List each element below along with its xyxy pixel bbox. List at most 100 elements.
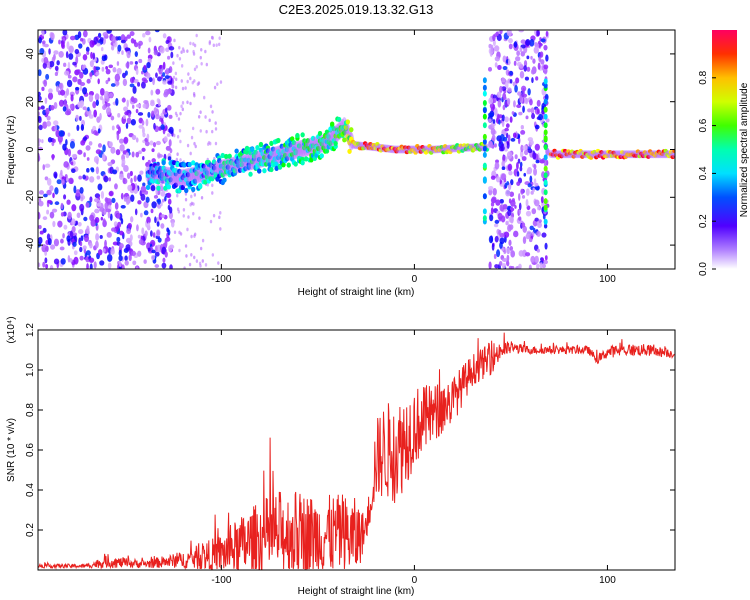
- noise-point: [99, 37, 104, 42]
- noise-point: [116, 67, 122, 75]
- noise-point: [94, 93, 100, 101]
- noise-point: [123, 164, 129, 172]
- ridge-point: [284, 156, 290, 162]
- ridge-point: [418, 149, 423, 154]
- ridge-point: [331, 126, 337, 132]
- ridge-point: [310, 143, 316, 149]
- noise-point: [79, 37, 84, 42]
- noise-point: [65, 51, 69, 59]
- noise-point: [531, 113, 535, 120]
- noise-point: [110, 146, 116, 154]
- noise-point: [71, 218, 76, 226]
- noise-point: [94, 208, 99, 214]
- noise-point: [89, 196, 93, 203]
- noise-point: [152, 232, 156, 238]
- noise-point: [62, 143, 67, 151]
- ridge-point: [189, 168, 194, 174]
- noise-point: [46, 115, 51, 121]
- noise-point: [143, 210, 149, 216]
- noise-point: [70, 161, 74, 166]
- noise-point: [79, 85, 83, 91]
- ridge-point: [597, 153, 602, 158]
- noise-point: [123, 136, 129, 144]
- noise-point: [102, 218, 106, 225]
- noise-point: [502, 92, 507, 101]
- noise-point: [96, 42, 101, 47]
- noise-point: [517, 158, 521, 164]
- edge-point: [543, 122, 548, 129]
- noise-point: [528, 264, 532, 269]
- noise-point: [524, 76, 530, 81]
- ridge-point: [220, 172, 225, 178]
- noise-point: [157, 204, 162, 209]
- noise-point: [167, 156, 172, 161]
- noise-point: [53, 101, 58, 110]
- noise-point: [522, 105, 525, 113]
- noise-point: [121, 97, 126, 103]
- noise-point: [204, 263, 208, 267]
- noise-point: [42, 216, 48, 221]
- noise-point: [63, 70, 70, 76]
- noise-point: [190, 135, 194, 140]
- ridge-point: [272, 156, 278, 162]
- noise-point: [151, 148, 155, 153]
- ridge-point: [317, 130, 323, 137]
- ridge-point: [276, 137, 281, 144]
- noise-point: [48, 88, 53, 94]
- noise-point: [492, 97, 497, 104]
- noise-point: [76, 212, 81, 219]
- noise-point: [534, 143, 540, 151]
- noise-point: [44, 176, 49, 181]
- noise-point: [38, 211, 41, 220]
- noise-point: [501, 77, 506, 83]
- noise-point: [80, 235, 84, 242]
- noise-point: [125, 152, 130, 159]
- noise-point: [509, 70, 513, 76]
- noise-point: [131, 104, 135, 109]
- noise-point: [175, 77, 178, 82]
- edge-point: [543, 98, 548, 105]
- noise-point: [146, 216, 151, 224]
- noise-point: [67, 148, 72, 157]
- noise-point: [179, 232, 183, 236]
- noise-point: [66, 41, 70, 50]
- noise-point: [46, 209, 50, 215]
- noise-point: [150, 89, 154, 96]
- noise-point: [497, 64, 502, 71]
- edge-point: [543, 165, 548, 172]
- noise-point: [130, 194, 135, 202]
- noise-point: [199, 110, 202, 115]
- noise-point: [58, 99, 65, 107]
- noise-point: [209, 104, 213, 109]
- ridge-point: [184, 187, 189, 194]
- noise-point: [526, 55, 530, 60]
- noise-point: [173, 133, 176, 138]
- noise-point: [42, 40, 46, 45]
- ridge-point: [156, 185, 161, 191]
- noise-point: [93, 109, 98, 118]
- ridge-point: [310, 135, 316, 141]
- noise-point: [211, 36, 214, 40]
- noise-point: [128, 113, 131, 118]
- noise-point: [218, 36, 221, 40]
- ridge-point: [347, 148, 352, 154]
- noise-point: [38, 142, 41, 147]
- noise-point: [86, 157, 90, 161]
- ridge-point: [192, 178, 198, 184]
- ridge-point: [166, 184, 172, 190]
- noise-point: [38, 196, 42, 203]
- noise-point: [118, 138, 124, 144]
- noise-point: [491, 196, 497, 203]
- colorbar-tick-label: 0.6: [698, 118, 709, 132]
- ridge-point: [274, 161, 279, 167]
- noise-point: [192, 49, 195, 54]
- noise-point: [150, 230, 153, 237]
- noise-point: [165, 107, 168, 113]
- noise-point: [110, 115, 115, 121]
- noise-point: [176, 152, 179, 157]
- ridge-point: [288, 142, 293, 148]
- noise-point: [518, 202, 522, 211]
- noise-point: [116, 213, 121, 219]
- noise-point: [94, 217, 100, 224]
- colorbar-tick-label: 0.0: [698, 262, 709, 276]
